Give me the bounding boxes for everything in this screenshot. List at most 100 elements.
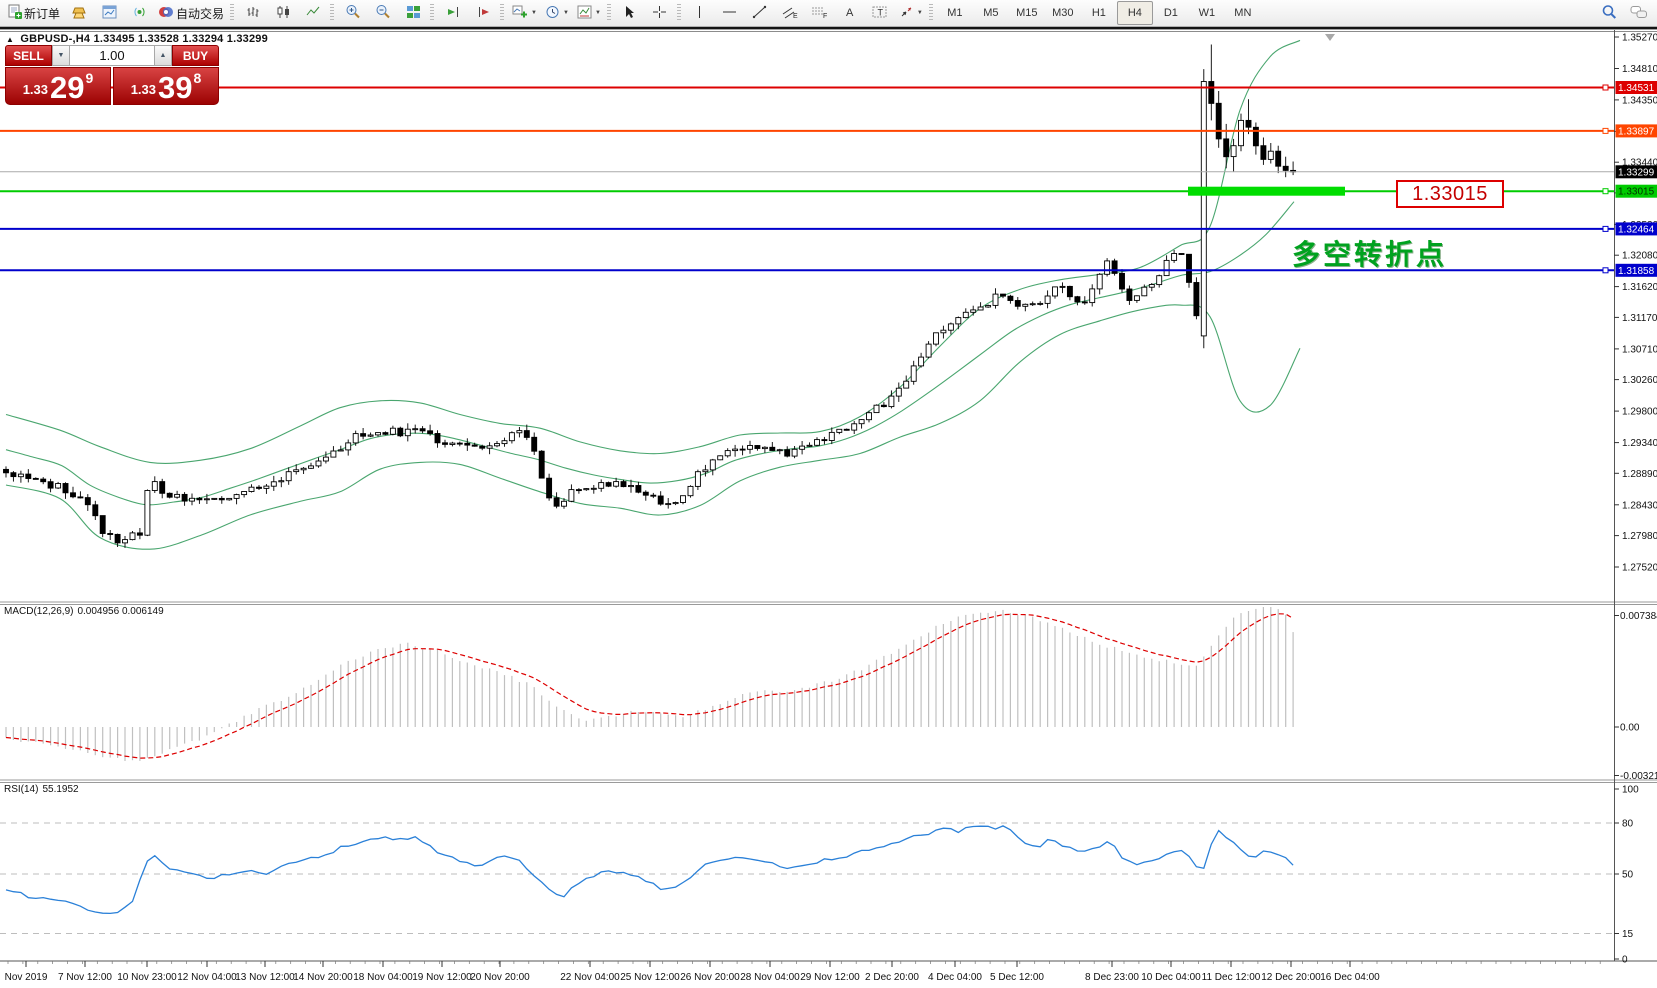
arrows-button[interactable]: ▼	[895, 1, 927, 25]
open-chart-icon	[102, 5, 117, 22]
cursor-icon	[623, 5, 636, 22]
dropdown-caret-icon: ▼	[916, 10, 923, 16]
price-axis-badge: 1.33897	[1618, 126, 1655, 137]
level-handle[interactable]	[1602, 127, 1609, 134]
templates-button[interactable]: ▼	[573, 1, 605, 25]
text-label-button[interactable]: T	[865, 1, 895, 25]
auto-scroll-button[interactable]	[468, 1, 498, 25]
timeframe-M1-button[interactable]: M1	[947, 7, 963, 19]
autotrading-button[interactable]: 自动交易	[154, 1, 228, 25]
macd-indicator-label: MACD(12,26,9) 0.004956 0.006149	[4, 606, 168, 617]
sell-button[interactable]: SELL	[5, 45, 52, 66]
indicators-button[interactable]: ▼	[508, 1, 541, 25]
sell-price-pane[interactable]: 1.33 29 9	[5, 67, 111, 105]
vertical-line-icon	[693, 5, 706, 22]
svg-text:F: F	[823, 13, 827, 19]
buy-button[interactable]: BUY	[172, 45, 219, 66]
timeframe-H4-button[interactable]: H4	[1116, 1, 1153, 25]
chat-button[interactable]	[1624, 1, 1654, 25]
dropdown-caret-icon: ▼	[531, 10, 537, 16]
chart-canvas[interactable]: 1.352701.348101.343501.338901.334401.329…	[0, 27, 1657, 987]
price-axis-tick: 1.28430	[1622, 500, 1657, 511]
search-button[interactable]	[1594, 1, 1624, 25]
level-handle[interactable]	[1602, 267, 1609, 274]
new-order-button[interactable]: 新订单	[3, 1, 64, 25]
buy-price-pane[interactable]: 1.33 39 8	[113, 67, 219, 105]
signals-button[interactable]	[124, 1, 154, 25]
volume-input[interactable]: 1.00	[70, 45, 154, 66]
shift-end-button[interactable]	[438, 1, 468, 25]
level-highlight-segment	[1188, 186, 1345, 196]
toolbar-separator	[606, 4, 611, 22]
zoom-out-button[interactable]	[368, 1, 398, 25]
fibonacci-button[interactable]: F	[805, 1, 835, 25]
equidistant-channel-button[interactable]: E	[775, 1, 805, 25]
bar-chart-button[interactable]	[238, 1, 268, 25]
tile-windows-button[interactable]	[398, 1, 428, 25]
buy-price-sup: 8	[193, 70, 202, 86]
volume-down-button[interactable]: ▼	[52, 45, 70, 66]
timeframe-D1-button[interactable]: D1	[1163, 7, 1178, 19]
line-chart-button[interactable]	[298, 1, 328, 25]
toolbar-separator	[500, 4, 505, 22]
candlestick-chart-icon	[276, 5, 291, 22]
tile-windows-icon	[406, 5, 421, 22]
time-axis-label: 13 Nov 12:00	[235, 972, 295, 983]
bar-chart-icon	[246, 5, 261, 22]
trendline-button[interactable]	[745, 1, 775, 25]
templates-icon	[577, 5, 592, 22]
time-axis-label: 8 Dec 23:00	[1085, 972, 1139, 983]
timeframe-MN-button[interactable]: MN	[1234, 7, 1252, 19]
level-handle[interactable]	[1602, 225, 1609, 232]
price-axis-tick: 1.31620	[1622, 282, 1657, 293]
timeframe-M30-button[interactable]: M30	[1052, 7, 1074, 19]
periods-button[interactable]: ▼	[541, 1, 573, 25]
volume-control: ▼ 1.00 ▲	[52, 45, 172, 66]
timeframe-W1-button[interactable]: W1	[1198, 7, 1216, 19]
crosshair-icon	[652, 5, 667, 22]
time-axis-label: 16 Dec 04:00	[1320, 972, 1380, 983]
time-axis-label: 2 Dec 20:00	[865, 972, 919, 983]
timeframe-M15-button[interactable]: M15	[1016, 7, 1038, 19]
text-label-icon: T	[872, 5, 888, 22]
price-axis-tick: 1.34350	[1622, 95, 1657, 106]
bollinger-upper-band	[5, 39, 1301, 464]
horizontal-line-icon	[722, 5, 737, 22]
open-chart-button[interactable]	[94, 1, 124, 25]
shift-marker-icon[interactable]	[1325, 34, 1335, 41]
level-handle[interactable]	[1602, 188, 1609, 195]
rsi-axis-tick: 100	[1622, 785, 1639, 796]
bollinger-lower-band	[5, 304, 1301, 550]
symbol-header: ▲ GBPUSD-,H4 1.33495 1.33528 1.33294 1.3…	[6, 33, 268, 45]
level-handle[interactable]	[1602, 84, 1609, 91]
rsi-axis-tick: 50	[1622, 870, 1634, 881]
price-axis-tick: 1.32080	[1622, 251, 1657, 262]
timeframe-M5-button[interactable]: M5	[983, 7, 999, 19]
chat-icon	[1630, 5, 1648, 22]
crosshair-button[interactable]	[645, 1, 675, 25]
price-axis-tick: 1.27520	[1622, 563, 1657, 574]
shift-end-icon	[446, 5, 461, 22]
chart-window: 1.352701.348101.343501.338901.334401.329…	[0, 27, 1657, 987]
timeframe-H1-button[interactable]: H1	[1091, 7, 1106, 19]
autotrading-label: 自动交易	[176, 6, 225, 21]
candlestick-chart-button[interactable]	[268, 1, 298, 25]
gold-symbol-button[interactable]	[64, 1, 94, 25]
text-button[interactable]: A	[835, 1, 865, 25]
chart-background	[0, 27, 1657, 987]
macd-signal-line	[5, 613, 1294, 759]
collapse-icon[interactable]: ▲	[6, 35, 15, 44]
volume-up-button[interactable]: ▲	[154, 45, 172, 66]
cursor-button[interactable]	[615, 1, 645, 25]
price-axis-tick: 1.34810	[1622, 64, 1657, 75]
toolbar-separator	[430, 4, 435, 22]
zoom-in-button[interactable]	[338, 1, 368, 25]
rsi-axis-tick: 0	[1622, 955, 1628, 966]
auto-scroll-icon	[476, 5, 491, 22]
time-axis-label: 5 Dec 12:00	[990, 972, 1044, 983]
time-axis-label: 25 Nov 12:00	[620, 972, 680, 983]
signals-icon	[132, 5, 147, 22]
vertical-line-button[interactable]	[685, 1, 715, 25]
horizontal-line-button[interactable]	[715, 1, 745, 25]
price-axis-tick: 1.30710	[1622, 344, 1657, 355]
